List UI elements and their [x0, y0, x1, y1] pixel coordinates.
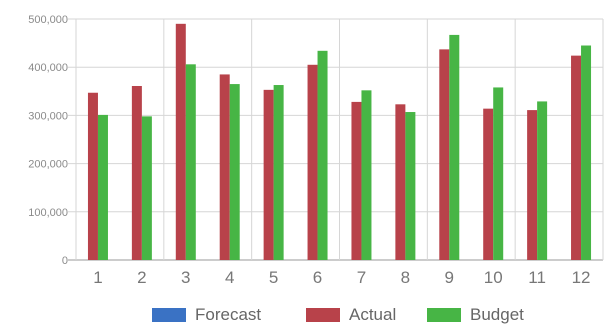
y-tick-label: 200,000 — [28, 159, 68, 171]
bar-budget-10 — [493, 87, 504, 260]
bar-actual-8 — [395, 104, 406, 261]
bar-budget-6 — [317, 50, 328, 261]
bar-budget-12 — [581, 45, 592, 261]
bar-actual-10 — [483, 108, 494, 260]
y-tick-label: 400,000 — [28, 62, 68, 74]
bar-actual-4 — [219, 74, 230, 261]
legend-swatch-actual — [306, 308, 340, 322]
bar-budget-4 — [229, 84, 240, 260]
y-axis: 0 100,000 200,000 300,000 400,000 500,000 — [28, 14, 68, 267]
bar-actual-1 — [87, 92, 98, 260]
legend-swatch-forecast — [152, 308, 186, 322]
y-tick-label: 100,000 — [28, 207, 68, 219]
bar-actual-6 — [307, 64, 318, 260]
x-tick-label: 3 — [181, 268, 190, 287]
bar-budget-3 — [185, 64, 196, 260]
bar-actual-5 — [263, 89, 274, 260]
x-tick-label: 7 — [357, 268, 366, 287]
bar-budget-1 — [97, 114, 108, 260]
y-tick-label: 0 — [62, 255, 68, 267]
legend-label-actual: Actual — [349, 305, 396, 324]
x-tick-label: 5 — [269, 268, 278, 287]
bars — [87, 23, 592, 261]
bar-budget-7 — [361, 90, 372, 260]
x-tick-label: 12 — [572, 268, 591, 287]
x-tick-label: 8 — [401, 268, 410, 287]
x-axis: 1 2 3 4 5 6 7 8 9 10 11 12 — [93, 268, 590, 287]
x-tick-label: 11 — [528, 268, 546, 287]
bar-actual-2 — [131, 85, 142, 260]
y-tick-label: 500,000 — [28, 14, 68, 26]
bar-budget-11 — [537, 101, 548, 260]
bar-budget-2 — [141, 116, 152, 260]
legend: Forecast Actual Budget — [152, 305, 524, 324]
bar-actual-7 — [351, 101, 362, 261]
bar-budget-5 — [273, 85, 284, 260]
legend-label-forecast: Forecast — [195, 305, 261, 324]
bar-actual-3 — [175, 23, 186, 260]
grid-lines — [68, 18, 604, 261]
x-tick-label: 10 — [484, 268, 503, 287]
x-tick-label: 4 — [225, 268, 234, 287]
bar-actual-11 — [527, 110, 538, 261]
x-tick-label: 2 — [137, 268, 146, 287]
x-tick-label: 9 — [445, 268, 454, 287]
legend-swatch-budget — [427, 308, 461, 322]
bar-actual-12 — [571, 55, 582, 260]
bar-budget-9 — [449, 34, 460, 260]
x-tick-label: 6 — [313, 268, 322, 287]
legend-label-budget: Budget — [470, 305, 524, 324]
x-tick-label: 1 — [93, 268, 102, 287]
bar-actual-9 — [439, 49, 450, 261]
bar-budget-8 — [405, 112, 416, 260]
y-tick-label: 300,000 — [28, 110, 68, 122]
